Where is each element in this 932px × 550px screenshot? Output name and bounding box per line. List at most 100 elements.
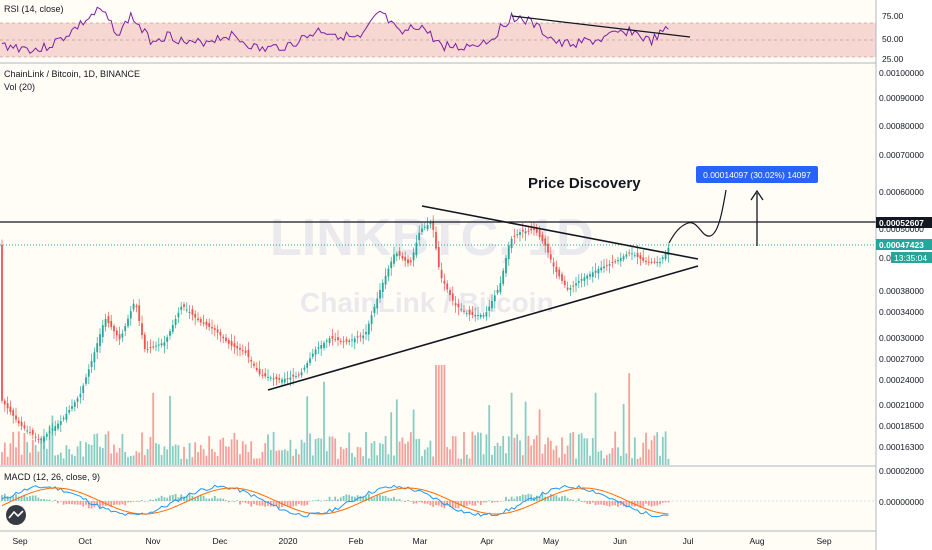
- candle-body: [286, 378, 289, 380]
- candle-body: [591, 272, 594, 277]
- countdown-tag: [891, 252, 932, 263]
- macd-bar: [533, 497, 535, 501]
- macd-bar: [146, 501, 149, 502]
- volume-bar: [449, 449, 451, 465]
- candle-body: [647, 261, 650, 263]
- macd-bar: [661, 501, 664, 503]
- macd-bar: [505, 496, 507, 501]
- volume-bar: [236, 439, 239, 465]
- macd-bar: [323, 500, 325, 501]
- volume-bar: [479, 432, 482, 465]
- candle-body: [479, 315, 482, 318]
- volume-bar: [619, 455, 622, 465]
- candle-body: [258, 368, 261, 375]
- time-scale[interactable]: Sep Oct Nov Dec 2020 Feb Mar Apr May Jun Jul Aug Sep: [12, 536, 831, 546]
- macd-bar: [171, 495, 174, 501]
- candle-body: [583, 277, 586, 281]
- candle-body: [460, 309, 463, 311]
- candle-body: [295, 376, 297, 377]
- candle-body: [482, 315, 485, 317]
- macd-bar: [29, 496, 31, 501]
- volume-bar: [267, 434, 269, 465]
- volume-bar: [454, 436, 457, 465]
- price-tick: 0.00038000: [879, 286, 924, 296]
- volume-bar: [423, 449, 426, 465]
- macd-bar: [353, 496, 356, 501]
- candle-body: [544, 238, 547, 246]
- volume-bar: [269, 449, 272, 465]
- macd-bar: [496, 501, 499, 503]
- time-tick: Dec: [212, 536, 228, 546]
- macd-pane[interactable]: MACD (12, 26, close, 9): [0, 472, 876, 525]
- macd-bar: [342, 495, 345, 501]
- macd-bar: [586, 501, 589, 504]
- macd-bar: [261, 501, 264, 506]
- price-tick: 0.00070000: [879, 150, 924, 160]
- volume-bar: [211, 448, 213, 465]
- macd-bar: [659, 501, 661, 505]
- volume-bar: [40, 437, 43, 465]
- candle-body: [185, 309, 188, 311]
- candle-body: [155, 345, 157, 347]
- volume-bar: [295, 448, 297, 465]
- volume-bar: [124, 451, 127, 465]
- volume-bar: [345, 447, 348, 465]
- macd-bar: [387, 497, 390, 501]
- macd-scale[interactable]: 0.00002000 0.00000000: [879, 466, 924, 507]
- macd-bar: [267, 501, 269, 506]
- rsi-scale[interactable]: 75.00 50.00 25.00: [882, 11, 904, 64]
- macd-bar: [639, 501, 642, 508]
- candle-body: [339, 340, 342, 342]
- candle-body: [267, 377, 269, 378]
- macd-bar: [37, 497, 40, 501]
- candle-body: [320, 345, 323, 349]
- rsi-pane[interactable]: RSI (14, close): [0, 4, 876, 58]
- volume-bar: [645, 432, 647, 465]
- candle-body: [247, 349, 250, 358]
- volume-bar: [253, 458, 255, 465]
- candle-body: [390, 261, 393, 269]
- candle-body: [118, 334, 121, 340]
- candle-body: [650, 261, 653, 263]
- candle-body: [62, 417, 65, 420]
- volume-bar: [87, 444, 90, 465]
- macd-bar: [600, 501, 603, 505]
- candle-body: [435, 231, 437, 249]
- macd-bar: [381, 495, 384, 501]
- tradingview-logo[interactable]: [6, 505, 26, 525]
- measure-box[interactable]: [696, 166, 818, 183]
- volume-bar: [219, 439, 222, 465]
- macd-bar: [202, 495, 205, 501]
- macd-bar: [297, 501, 300, 504]
- price-scale[interactable]: 0.00100000 0.00090000 0.00080000 0.00070000…: [879, 68, 924, 452]
- volume-bar: [387, 454, 390, 465]
- candle-body: [174, 318, 177, 325]
- candle-body: [412, 252, 415, 261]
- candle-body: [59, 421, 62, 425]
- volume-bar: [135, 451, 138, 465]
- macd-bar: [477, 501, 479, 503]
- candle-body: [642, 257, 645, 261]
- macd-bar: [395, 499, 398, 501]
- macd-bar: [149, 499, 152, 501]
- candle-body: [289, 377, 292, 380]
- macd-bar: [583, 501, 586, 503]
- macd-bar: [239, 501, 241, 505]
- volume-bar: [264, 443, 267, 465]
- volume-bar: [580, 433, 583, 465]
- volume-bar: [328, 436, 331, 465]
- macd-bar: [362, 496, 365, 501]
- macd-bar: [225, 500, 227, 501]
- candle-body: [225, 337, 227, 341]
- volume-bar: [549, 440, 552, 465]
- macd-bar: [605, 501, 608, 506]
- volume-bar: [275, 450, 278, 465]
- candle-body: [281, 379, 283, 383]
- macd-bar: [325, 500, 328, 501]
- macd-bar: [15, 494, 17, 501]
- candle-body: [524, 231, 527, 234]
- volume-bar: [115, 452, 118, 465]
- price-tick: 0.00090000: [879, 93, 924, 103]
- main-pane[interactable]: LINKBTC, 1D ChainLink / Bitcoin 0.000140…: [0, 69, 876, 465]
